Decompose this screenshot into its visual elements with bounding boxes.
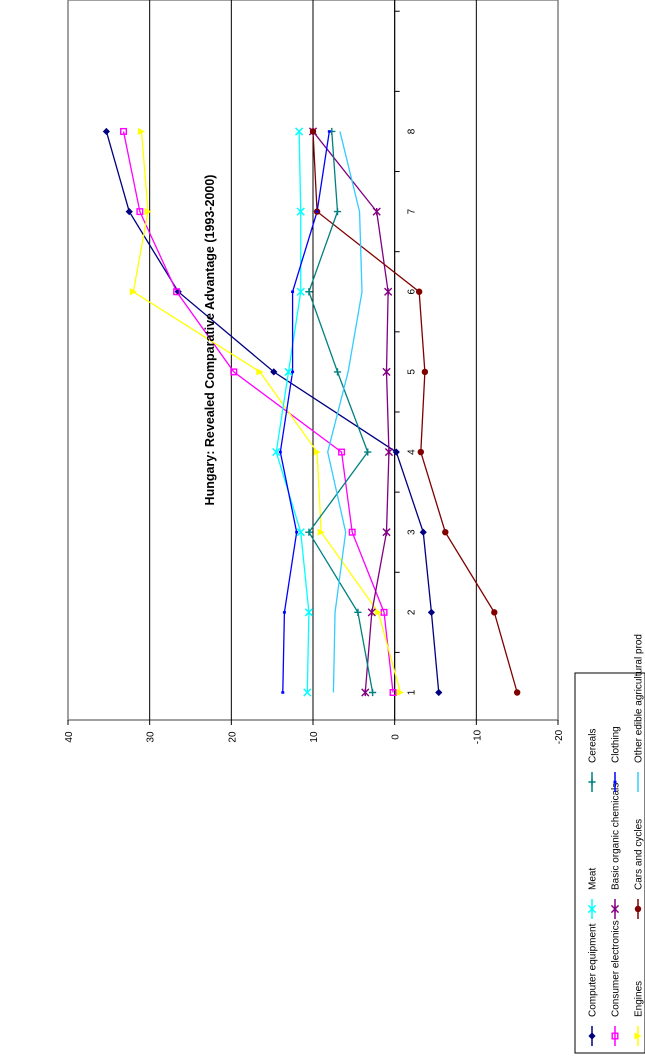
legend-label: Engines <box>634 981 645 1017</box>
data-point <box>374 608 382 616</box>
legend-marker <box>588 1032 596 1040</box>
data-point <box>309 128 317 135</box>
y-tick-label: 0 <box>391 734 402 740</box>
legend-label: Computer equipment <box>588 923 599 1017</box>
data-point <box>415 288 423 295</box>
series-line <box>279 131 330 693</box>
x-tick-label: 3 <box>407 529 418 535</box>
legend-marker <box>611 1032 619 1040</box>
legend-marker <box>610 904 620 914</box>
data-point <box>230 368 238 376</box>
data-point <box>417 448 424 456</box>
data-point <box>419 528 427 536</box>
data-point <box>303 688 312 697</box>
data-point <box>256 368 264 376</box>
data-point <box>296 287 305 296</box>
data-point <box>382 367 391 376</box>
data-point <box>136 208 144 216</box>
y-tick-label: -20 <box>554 729 565 744</box>
legend-label: Cars and cycles <box>634 819 645 890</box>
legend-label: Clothing <box>611 726 622 763</box>
data-point <box>144 208 152 216</box>
data-point <box>296 207 305 216</box>
data-point <box>435 688 443 697</box>
data-point <box>338 448 346 456</box>
data-point <box>102 127 110 136</box>
data-point <box>421 368 429 376</box>
data-point <box>333 208 342 216</box>
data-point <box>354 608 362 616</box>
data-point <box>294 127 304 136</box>
data-point <box>304 608 314 617</box>
y-tick-label: 20 <box>227 731 238 743</box>
series-line <box>132 131 402 693</box>
data-point <box>333 368 342 376</box>
legend-label: Consumer electronics <box>611 920 622 1017</box>
data-point <box>137 127 146 136</box>
data-point <box>392 448 400 456</box>
x-tick-label: 2 <box>407 609 418 615</box>
legend-marker <box>634 905 642 913</box>
y-tick-label: -10 <box>472 729 483 744</box>
data-point <box>120 127 128 135</box>
data-point <box>442 529 449 536</box>
data-point <box>305 288 313 296</box>
legend-label: Meat <box>588 868 599 890</box>
legend-box <box>574 672 645 1054</box>
y-tick-label: 10 <box>309 731 320 743</box>
legend-label: Other edible agricultural prod <box>634 634 645 763</box>
y-tick-label: 30 <box>146 731 157 743</box>
legend-label: Cereals <box>588 729 599 763</box>
data-point <box>305 528 313 536</box>
data-point <box>125 208 133 216</box>
data-point <box>272 447 281 457</box>
legend-marker <box>587 904 597 914</box>
data-point <box>270 368 278 376</box>
data-point <box>296 528 305 537</box>
data-point <box>369 688 377 697</box>
data-point <box>384 287 393 296</box>
data-point <box>372 207 381 216</box>
series-line <box>105 131 440 693</box>
data-point <box>384 447 394 457</box>
data-point <box>367 608 376 617</box>
data-point <box>491 609 498 616</box>
x-tick-label: 4 <box>407 449 418 455</box>
data-point <box>427 608 436 616</box>
chart-title: Hungary: Revealed Comparative Advantage … <box>203 175 217 506</box>
series-line <box>308 131 374 693</box>
data-point <box>317 528 325 536</box>
series-line <box>312 131 518 693</box>
data-point <box>361 688 370 697</box>
x-tick-label: 6 <box>407 289 418 295</box>
y-tick-label: 40 <box>64 731 75 743</box>
data-point <box>364 448 372 456</box>
data-point <box>129 288 137 296</box>
data-point <box>173 288 181 296</box>
data-point <box>382 528 391 537</box>
data-point <box>348 528 356 536</box>
x-tick-label: 7 <box>407 208 418 214</box>
x-tick-label: 1 <box>407 689 418 695</box>
data-point <box>284 367 293 377</box>
data-point <box>396 688 404 697</box>
legend-marker <box>588 778 596 786</box>
legend-marker <box>634 1032 642 1040</box>
data-point <box>389 689 397 697</box>
x-tick-label: 8 <box>407 128 418 134</box>
series-line <box>327 131 363 693</box>
legend-label: Basic organic chemicals <box>611 783 622 890</box>
x-tick-label: 5 <box>407 369 418 375</box>
data-point <box>313 448 321 456</box>
series-line <box>312 131 390 693</box>
series-line <box>275 131 310 693</box>
data-point <box>513 689 521 696</box>
